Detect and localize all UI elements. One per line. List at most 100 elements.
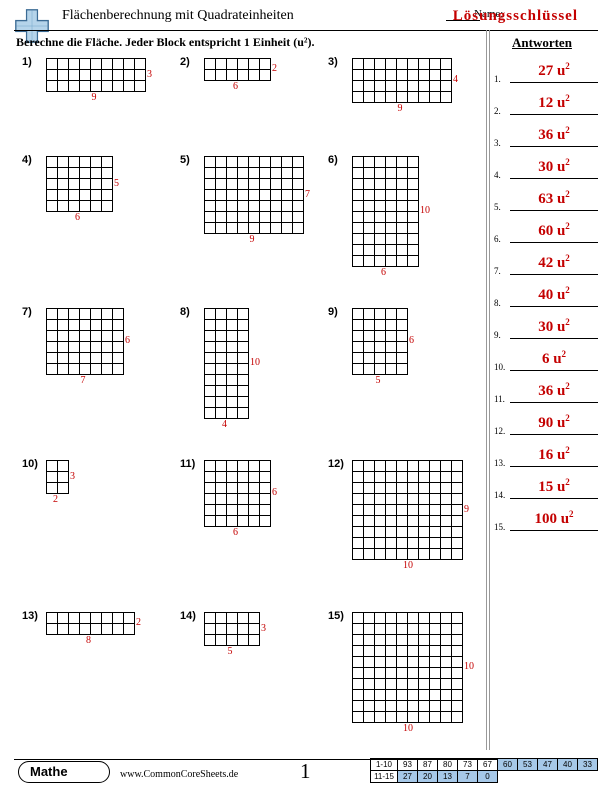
- answer-line: [510, 338, 598, 339]
- answer-line: [510, 402, 598, 403]
- answer-number: 3.: [494, 138, 501, 148]
- width-label: 5: [228, 646, 233, 657]
- problem-number: 6): [328, 154, 338, 166]
- area-grid: [46, 460, 68, 493]
- area-grid: [204, 612, 259, 645]
- answer-number: 4.: [494, 170, 501, 180]
- height-label: 3: [147, 69, 152, 80]
- worksheet-page: Flächenberechnung mit Quadrateinheiten N…: [0, 0, 612, 792]
- area-grid: [204, 308, 248, 418]
- area-grid: [204, 460, 270, 526]
- height-label: 2: [272, 63, 277, 74]
- problem-number: 1): [22, 56, 32, 68]
- problem-number: 15): [328, 610, 344, 622]
- score-cell: 73: [458, 759, 478, 771]
- answer-line: [510, 242, 598, 243]
- problem-number: 5): [180, 154, 190, 166]
- height-label: 5: [114, 178, 119, 189]
- answer-line: [510, 498, 598, 499]
- answer-line: [510, 146, 598, 147]
- height-label: 4: [453, 74, 458, 85]
- answer-line: [510, 530, 598, 531]
- width-label: 9: [92, 92, 97, 103]
- height-label: 2: [136, 617, 141, 628]
- score-cell: 40: [558, 759, 578, 771]
- answer-row: 4.30 u2: [494, 152, 600, 182]
- score-cell: 80: [438, 759, 458, 771]
- width-label: 7: [81, 375, 86, 386]
- width-label: 8: [86, 635, 91, 646]
- problem-number: 7): [22, 306, 32, 318]
- width-label: 9: [398, 103, 403, 114]
- score-table: 1-1093878073676053474033 11-1527201370: [370, 758, 598, 783]
- answer-key-label: Lösungsschlüssel: [453, 8, 578, 25]
- answer-value: 27 u2: [510, 61, 598, 80]
- problem-number: 12): [328, 458, 344, 470]
- width-label: 6: [75, 212, 80, 223]
- area-grid: [204, 156, 303, 233]
- width-label: 6: [381, 267, 386, 278]
- score-cell: 67: [478, 759, 498, 771]
- answer-value: 30 u2: [510, 317, 598, 336]
- area-grid: [352, 460, 462, 559]
- width-label: 4: [222, 419, 227, 430]
- answer-value: 63 u2: [510, 189, 598, 208]
- problem-number: 13): [22, 610, 38, 622]
- score-cell: 0: [478, 771, 498, 783]
- area-grid: [352, 308, 407, 374]
- page-number: 1: [300, 759, 311, 784]
- height-label: 9: [464, 504, 469, 515]
- height-label: 6: [125, 335, 130, 346]
- answer-number: 8.: [494, 298, 501, 308]
- score-cell: 53: [518, 759, 538, 771]
- answer-value: 60 u2: [510, 221, 598, 240]
- answers-divider-line: [486, 30, 487, 750]
- answer-line: [510, 466, 598, 467]
- answers-column: 1.27 u22.12 u23.36 u24.30 u25.63 u26.60 …: [494, 56, 600, 536]
- answer-row: 2.12 u2: [494, 88, 600, 118]
- width-label: 5: [376, 375, 381, 386]
- score-row-2: 11-1527201370: [371, 771, 598, 783]
- answer-row: 10.6 u2: [494, 344, 600, 374]
- height-label: 10: [420, 205, 430, 216]
- answer-number: 9.: [494, 330, 501, 340]
- area-grid: [46, 612, 134, 634]
- answer-number: 2.: [494, 106, 501, 116]
- height-label: 6: [409, 335, 414, 346]
- answer-row: 9. 30 u2: [494, 312, 600, 342]
- score-cell: 13: [438, 771, 458, 783]
- answer-line: [510, 178, 598, 179]
- instruction-text: Berechne die Fläche. Jeder Block entspri…: [16, 35, 314, 50]
- width-label: 10: [403, 723, 413, 734]
- answer-row: 5.63 u2: [494, 184, 600, 214]
- answer-line: [510, 210, 598, 211]
- name-blank-line: [446, 20, 480, 21]
- width-label: 9: [250, 234, 255, 245]
- subject-label: Mathe: [30, 764, 68, 779]
- answer-value: 6 u2: [510, 349, 598, 368]
- answer-value: 90 u2: [510, 413, 598, 432]
- page-title: Flächenberechnung mit Quadrateinheiten: [62, 8, 294, 24]
- answer-row: 8.40 u2: [494, 280, 600, 310]
- problem-number: 11): [180, 458, 195, 470]
- answer-number: 1.: [494, 74, 501, 84]
- score-cell: 60: [498, 759, 518, 771]
- score-cell: 27: [398, 771, 418, 783]
- score-row-1: 1-1093878073676053474033: [371, 759, 598, 771]
- footer-url: www.CommonCoreSheets.de: [120, 769, 238, 780]
- score-cell: 7: [458, 771, 478, 783]
- answer-line: [510, 306, 598, 307]
- area-grid: [352, 58, 451, 102]
- answer-number: 6.: [494, 234, 501, 244]
- answer-line: [510, 274, 598, 275]
- answer-line: [510, 82, 598, 83]
- answer-number: 14.: [494, 490, 505, 500]
- answer-row: 12.90 u2: [494, 408, 600, 438]
- height-label: 10: [464, 661, 474, 672]
- answers-divider-line-2: [489, 30, 490, 750]
- answer-row: 7.42 u2: [494, 248, 600, 278]
- answer-row: 1. 27 u2: [494, 56, 600, 86]
- answer-number: 15.: [494, 522, 505, 532]
- answer-row: 14.15 u2: [494, 472, 600, 502]
- area-grid: [46, 308, 123, 374]
